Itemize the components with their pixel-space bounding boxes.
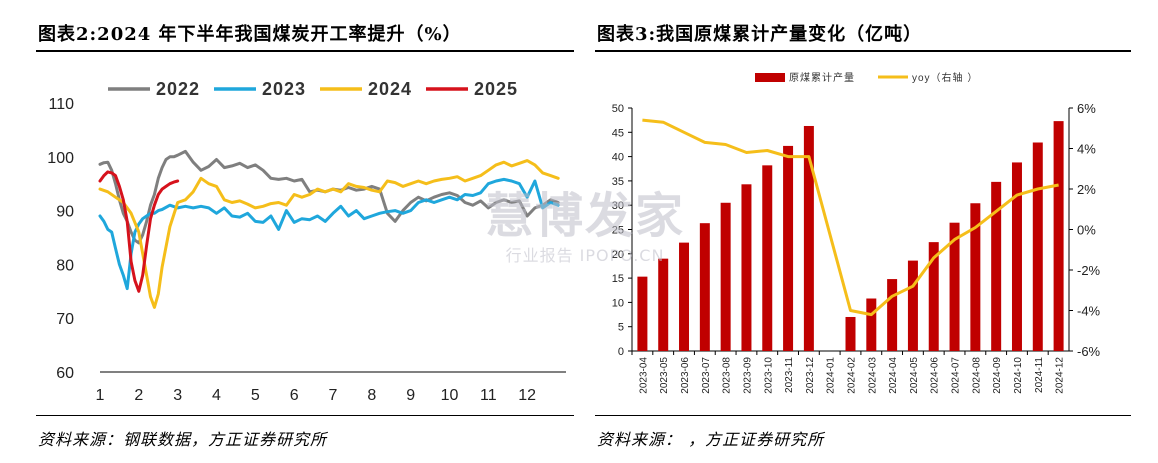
bar-2024-09 (991, 181, 1002, 351)
right-y-tick-label: 4% (1077, 142, 1096, 157)
right-y-tick-label: 6% (1077, 101, 1096, 116)
x-tick-label: 8 (367, 387, 376, 404)
y-tick-label: 90 (56, 204, 74, 221)
left-y-tick-label: 45 (612, 127, 624, 139)
x-tick-label: 2024-07 (951, 357, 962, 394)
right-bottom-rule (595, 415, 1131, 416)
yoy-line (642, 118, 1059, 317)
bar-2024-02 (845, 316, 856, 351)
bar-2024-08 (970, 203, 981, 351)
legend-label-2024: 2024 (368, 79, 412, 99)
x-tick-label: 11 (480, 387, 497, 404)
bar-2024-10 (1011, 162, 1022, 351)
bar-2023-07 (699, 223, 710, 351)
bar-2023-06 (679, 242, 690, 351)
x-tick-label: 2024-12 (1055, 357, 1066, 394)
x-tick-label: 2024-02 (847, 357, 858, 394)
x-tick-label: 2023-10 (763, 357, 774, 394)
y-tick-label: 80 (56, 257, 74, 274)
legend-label-2023: 2023 (262, 79, 306, 99)
bar-2023-10 (762, 165, 773, 351)
x-tick-label: 2024-03 (867, 357, 878, 394)
x-tick-label: 6 (290, 387, 299, 404)
bar-2023-04 (637, 276, 648, 351)
left-bottom-rule (36, 415, 574, 416)
right-bar-line-chart: 原煤累计产量 yoy（右轴 ） 0 5 10 15 20 25 30 35 40 45 50 -6% -4%… (612, 71, 1101, 394)
x-tick-label: 9 (406, 387, 415, 404)
x-tick-label: 2024-11 (1034, 357, 1045, 393)
left-source-note: 资料来源：钢联数据，方正证券研究所 (38, 430, 328, 449)
x-tick-label: 2023-06 (680, 357, 691, 394)
x-tick-label: 2024-04 (888, 357, 899, 394)
right-y-tick-label: -2% (1077, 263, 1101, 278)
x-tick-label: 5 (251, 387, 260, 404)
y-tick-label: 60 (56, 365, 74, 382)
legend-label-2022: 2022 (156, 79, 200, 99)
left-y-tick-label: 20 (612, 249, 624, 261)
left-y-tick-label: 15 (612, 273, 624, 285)
y-tick-label: 110 (48, 96, 74, 113)
left-y-tick-label: 0 (618, 346, 624, 358)
x-tick-label: 10 (441, 387, 459, 404)
legend-label-bar: 原煤累计产量 (789, 71, 855, 84)
x-tick-label: 7 (329, 387, 338, 404)
x-tick-label: 2024-06 (930, 357, 941, 394)
left-y-tick-label: 40 (612, 152, 624, 164)
x-tick-label: 2023-08 (722, 357, 733, 394)
x-tick-label: 2023-09 (743, 357, 754, 394)
right-y-tick-label: 2% (1077, 182, 1096, 197)
right-y-tick-label: 0% (1077, 223, 1096, 238)
bar-2023-11 (783, 145, 794, 351)
legend-swatch-bar (755, 73, 785, 82)
x-tick-label: 2024-10 (1013, 357, 1024, 394)
x-tick-label: 2023-05 (659, 357, 670, 394)
x-tick-label: 2023-12 (805, 357, 816, 394)
y-tick-label: 100 (47, 150, 74, 167)
left-y-tick-label: 50 (612, 103, 624, 115)
bar-2024-06 (928, 242, 939, 351)
x-tick-label: 4 (212, 387, 221, 404)
bar-2023-05 (658, 258, 669, 351)
series-line-2025 (98, 170, 180, 293)
series-line-2023 (98, 177, 560, 291)
right-chart-title: 图表3:我国原煤累计产量变化（亿吨） (597, 24, 923, 45)
bar-2023-09 (741, 184, 752, 351)
x-tick-label: 2023-07 (701, 357, 712, 394)
x-tick-label: 2024-09 (992, 357, 1003, 394)
right-source-note: 资料来源： ，方正证券研究所 (597, 430, 825, 449)
left-y-tick-label: 30 (612, 200, 624, 212)
y-tick-label: 70 (56, 311, 74, 328)
legend-label-line: yoy（右轴 ） (912, 71, 978, 84)
x-tick-label: 2024-05 (909, 357, 920, 394)
x-tick-label: 1 (96, 387, 105, 404)
right-title-rule (595, 50, 1131, 52)
x-tick-label: 2024-01 (826, 357, 837, 394)
left-title-rule (36, 50, 574, 52)
x-tick-label: 2024-08 (971, 357, 982, 394)
bar-2024-03 (866, 298, 877, 351)
x-tick-label: 2 (134, 387, 143, 404)
left-chart-title: 图表2:2024 年下半年我国煤炭开工率提升（%） (38, 24, 462, 45)
left-y-tick-label: 5 (618, 322, 624, 334)
bar-2023-12 (803, 125, 814, 352)
bar-2024-04 (887, 279, 898, 351)
bar-2024-12 (1053, 121, 1064, 351)
left-y-tick-label: 25 (612, 225, 624, 237)
series-line-2024 (98, 159, 560, 309)
x-tick-label: 12 (518, 387, 536, 404)
bar-2024-05 (907, 260, 918, 351)
bar-2024-07 (949, 222, 960, 351)
x-tick-label: 2023-11 (784, 357, 795, 393)
bar-2024-11 (1032, 142, 1043, 351)
left-y-tick-label: 10 (612, 297, 624, 309)
left-y-tick-label: 35 (612, 176, 624, 188)
right-y-tick-label: -4% (1077, 304, 1101, 319)
x-tick-label: 2023-04 (638, 357, 649, 394)
bar-2023-08 (720, 202, 731, 351)
right-y-tick-label: -6% (1077, 344, 1101, 359)
series-line-2022 (98, 149, 560, 245)
legend-label-2025: 2025 (474, 79, 518, 99)
x-tick-label: 3 (173, 387, 182, 404)
